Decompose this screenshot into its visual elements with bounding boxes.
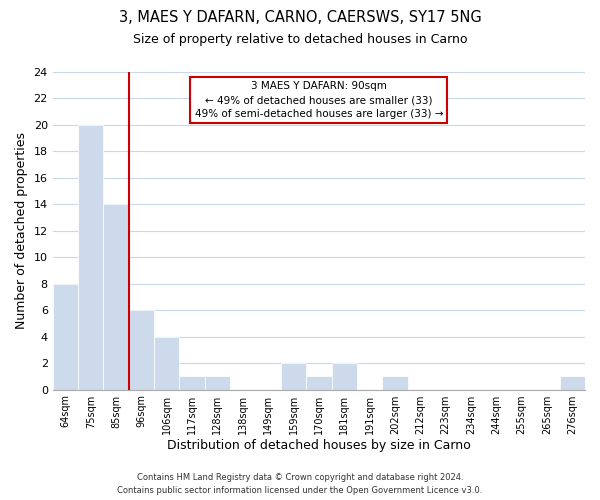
Bar	[53, 284, 78, 390]
Bar	[382, 376, 407, 390]
Text: Size of property relative to detached houses in Carno: Size of property relative to detached ho…	[133, 32, 467, 46]
Text: 3 MAES Y DAFARN: 90sqm
← 49% of detached houses are smaller (33)
49% of semi-det: 3 MAES Y DAFARN: 90sqm ← 49% of detached…	[194, 81, 443, 119]
Bar	[129, 310, 154, 390]
Text: 3, MAES Y DAFARN, CARNO, CAERSWS, SY17 5NG: 3, MAES Y DAFARN, CARNO, CAERSWS, SY17 5…	[119, 10, 481, 25]
Bar	[306, 376, 332, 390]
Bar	[154, 336, 179, 390]
Bar	[78, 124, 103, 390]
Bar	[205, 376, 230, 390]
Bar	[332, 363, 357, 390]
Text: Contains HM Land Registry data © Crown copyright and database right 2024.
Contai: Contains HM Land Registry data © Crown c…	[118, 474, 482, 495]
Y-axis label: Number of detached properties: Number of detached properties	[15, 132, 28, 329]
Bar	[103, 204, 129, 390]
X-axis label: Distribution of detached houses by size in Carno: Distribution of detached houses by size …	[167, 440, 471, 452]
Bar	[560, 376, 585, 390]
Bar	[281, 363, 306, 390]
Bar	[179, 376, 205, 390]
